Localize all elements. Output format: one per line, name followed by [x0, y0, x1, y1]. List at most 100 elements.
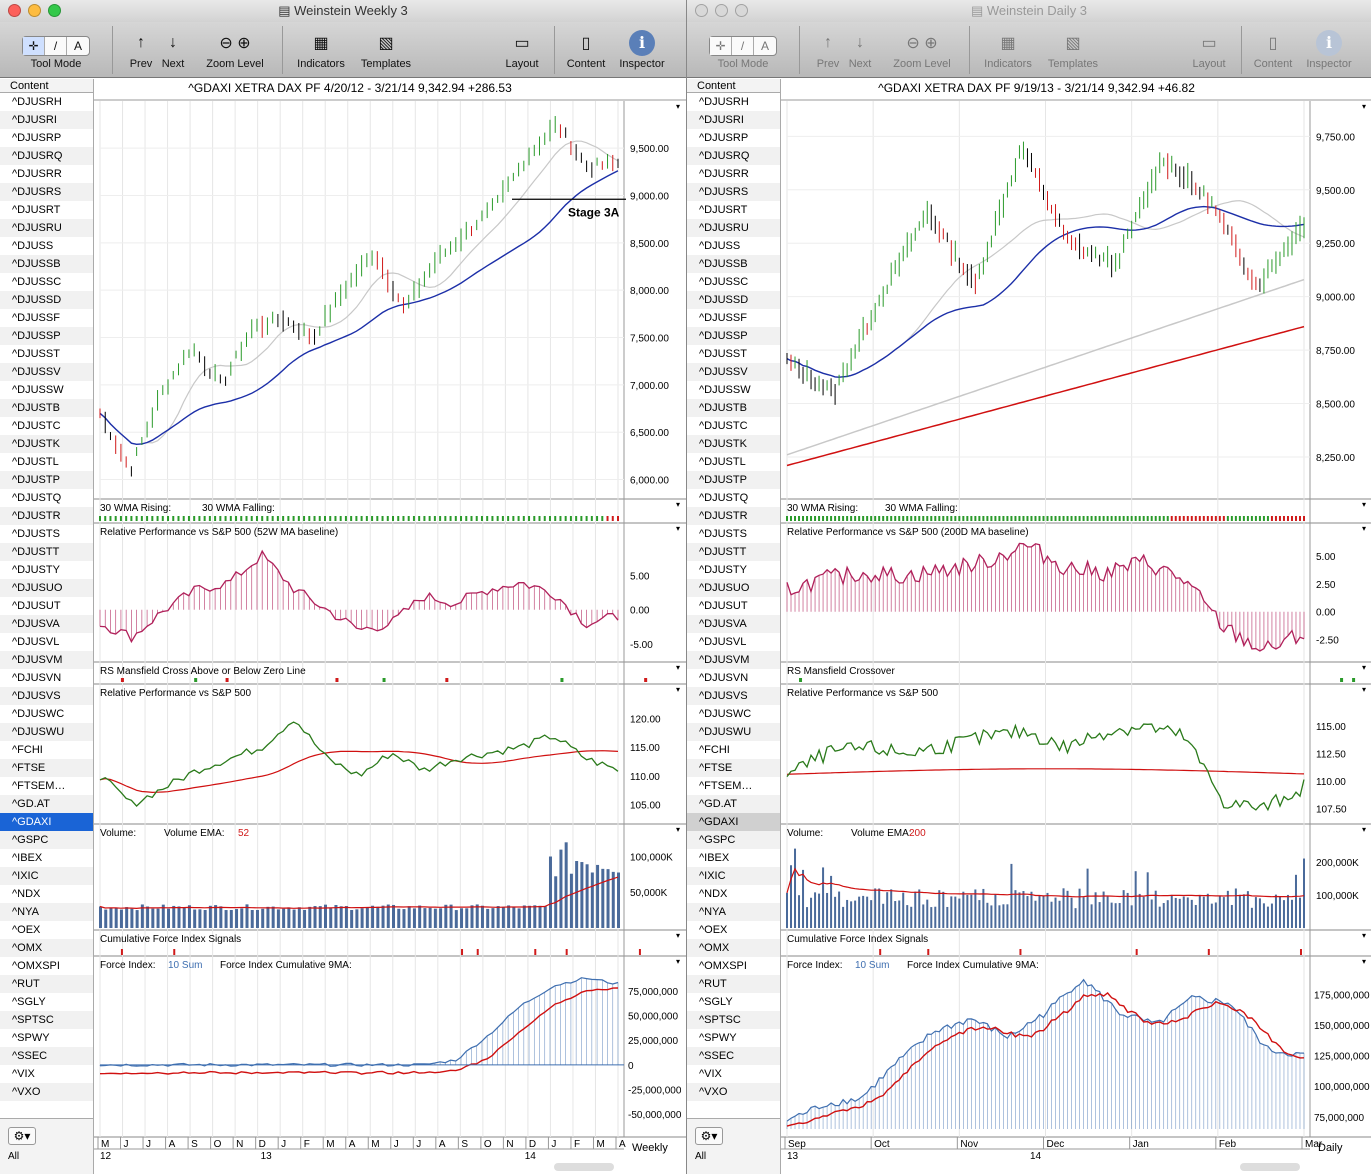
- sidebar-item-djusri[interactable]: ^DJUSRI: [687, 111, 780, 129]
- sidebar-item-djusrh[interactable]: ^DJUSRH: [699, 96, 749, 108]
- sidebar-item-djusvl[interactable]: ^DJUSVL: [12, 636, 60, 648]
- sidebar-item-djusvl[interactable]: ^DJUSVL: [699, 636, 747, 648]
- indicators-button[interactable]: ▦ Indicators: [292, 28, 350, 70]
- sidebar-item-djussb[interactable]: ^DJUSSB: [0, 255, 93, 273]
- sidebar-item-djusrr[interactable]: ^DJUSRR: [12, 168, 62, 180]
- sidebar-item-ndx[interactable]: ^NDX: [12, 888, 41, 900]
- sidebar-item-djustt[interactable]: ^DJUSTT: [0, 543, 93, 561]
- window-titlebar[interactable]: ▤ Weinstein Weekly 3: [0, 0, 686, 22]
- sidebar-item-gdat[interactable]: ^GD.AT: [0, 795, 93, 813]
- sidebar-item-oex[interactable]: ^OEX: [12, 924, 41, 936]
- prev-button[interactable]: ↑ Prev: [124, 28, 158, 70]
- chart-svg[interactable]: ^GDAXI XETRA DAX PF 9/19/13 - 3/21/14 9,…: [781, 79, 1371, 1174]
- sidebar-item-gspc[interactable]: ^GSPC: [0, 831, 93, 849]
- layout-button[interactable]: ▭ Layout: [1185, 28, 1233, 70]
- sidebar-item-djustq[interactable]: ^DJUSTQ: [699, 492, 749, 504]
- minimize-button[interactable]: [715, 4, 728, 17]
- all-filter[interactable]: All: [8, 1151, 20, 1162]
- pointer-tool-icon[interactable]: ✛: [710, 36, 732, 55]
- sidebar-item-gspc[interactable]: ^GSPC: [687, 831, 780, 849]
- sidebar-item-ftse[interactable]: ^FTSE: [687, 759, 780, 777]
- indicators-button[interactable]: ▦ Indicators: [979, 28, 1037, 70]
- sidebar-item-djussp[interactable]: ^DJUSSP: [687, 327, 780, 345]
- sidebar-item-djusvs[interactable]: ^DJUSVS: [0, 687, 93, 705]
- sidebar-item-vxo[interactable]: ^VXO: [0, 1083, 93, 1101]
- sidebar-item-spwy[interactable]: ^SPWY: [699, 1032, 737, 1044]
- sidebar-item-djustl[interactable]: ^DJUSTL: [699, 456, 746, 468]
- panel-menu-icon[interactable]: ▾: [676, 685, 680, 694]
- horizontal-scrollbar[interactable]: [1240, 1163, 1300, 1171]
- sidebar-item-spwy[interactable]: ^SPWY: [12, 1032, 50, 1044]
- period-label[interactable]: Weekly: [632, 1142, 668, 1154]
- sidebar-item-omx[interactable]: ^OMX: [0, 939, 93, 957]
- sidebar-item-djusru[interactable]: ^DJUSRU: [687, 219, 780, 237]
- sidebar-item-djuswu[interactable]: ^DJUSWU: [0, 723, 93, 741]
- layout-button[interactable]: ▭ Layout: [498, 28, 546, 70]
- sidebar-item-djusru[interactable]: ^DJUSRU: [0, 219, 93, 237]
- text-tool-icon[interactable]: A: [760, 38, 769, 53]
- sidebar-item-ssec[interactable]: ^SSEC: [0, 1047, 93, 1065]
- sidebar-item-sgly[interactable]: ^SGLY: [699, 996, 733, 1008]
- sidebar-item-djussw[interactable]: ^DJUSSW: [12, 384, 64, 396]
- sidebar-item-djussd[interactable]: ^DJUSSD: [687, 291, 780, 309]
- sidebar-item-djusst[interactable]: ^DJUSST: [699, 348, 747, 360]
- sidebar-item-djusvm[interactable]: ^DJUSVM: [687, 651, 780, 669]
- sidebar-item-djustr[interactable]: ^DJUSTR: [687, 507, 780, 525]
- sidebar-item-nya[interactable]: ^NYA: [687, 903, 780, 921]
- chart-svg[interactable]: ^GDAXI XETRA DAX PF 4/20/12 - 3/21/14 9,…: [94, 79, 686, 1174]
- sidebar-item-djusrq[interactable]: ^DJUSRQ: [0, 147, 93, 165]
- sidebar-item-djusvs[interactable]: ^DJUSVS: [687, 687, 780, 705]
- sidebar-item-djusrt[interactable]: ^DJUSRT: [699, 204, 748, 216]
- chart-area[interactable]: ^GDAXI XETRA DAX PF 4/20/12 - 3/21/14 9,…: [94, 79, 686, 1174]
- content-button[interactable]: ▯ Content: [1249, 28, 1297, 70]
- panel-menu-icon[interactable]: ▾: [676, 957, 680, 966]
- sidebar-item-djustc[interactable]: ^DJUSTC: [12, 420, 61, 432]
- sidebar-item-djusrq[interactable]: ^DJUSRQ: [687, 147, 780, 165]
- panel-menu-icon[interactable]: ▾: [1362, 500, 1366, 509]
- sidebar-item-djussv[interactable]: ^DJUSSV: [687, 363, 780, 381]
- sidebar-item-rut[interactable]: ^RUT: [0, 975, 93, 993]
- panel-menu-icon[interactable]: ▾: [676, 500, 680, 509]
- sidebar-item-ixic[interactable]: ^IXIC: [0, 867, 93, 885]
- panel-menu-icon[interactable]: ▾: [676, 663, 680, 672]
- pointer-tool-icon[interactable]: ✛: [23, 36, 45, 55]
- sidebar-item-djustp[interactable]: ^DJUSTP: [687, 471, 780, 489]
- close-button[interactable]: [8, 4, 21, 17]
- prev-button[interactable]: ↑ Prev: [811, 28, 845, 70]
- sidebar-item-djustb[interactable]: ^DJUSTB: [0, 399, 93, 417]
- sidebar-item-ibex[interactable]: ^IBEX: [12, 852, 43, 864]
- sidebar-item-ssec[interactable]: ^SSEC: [687, 1047, 780, 1065]
- panel-menu-icon[interactable]: ▾: [1362, 957, 1366, 966]
- symbol-list[interactable]: ^DJUSRH ^DJUSRI ^DJUSRP ^DJUSRQ ^DJUSRR ^DJUS…: [687, 93, 780, 1118]
- sidebar-item-omxspi[interactable]: ^OMXSPI: [12, 960, 60, 972]
- sidebar-item-gdaxi[interactable]: ^GDAXI: [687, 813, 780, 831]
- zoom-button[interactable]: [48, 4, 61, 17]
- all-filter[interactable]: All: [695, 1151, 707, 1162]
- sidebar-item-nya[interactable]: ^NYA: [0, 903, 93, 921]
- sidebar-item-ndx[interactable]: ^NDX: [699, 888, 728, 900]
- sidebar-item-djussb[interactable]: ^DJUSSB: [687, 255, 780, 273]
- sidebar-item-djustt[interactable]: ^DJUSTT: [687, 543, 780, 561]
- gear-icon[interactable]: ⚙▾: [8, 1127, 36, 1145]
- sidebar-item-djustp[interactable]: ^DJUSTP: [0, 471, 93, 489]
- sidebar-item-djussc[interactable]: ^DJUSSC: [12, 276, 62, 288]
- sidebar-item-vxo[interactable]: ^VXO: [687, 1083, 780, 1101]
- sidebar-item-fchi[interactable]: ^FCHI: [12, 744, 43, 756]
- templates-button[interactable]: ▧ Templates: [356, 28, 416, 70]
- line-tool-icon[interactable]: /: [45, 36, 67, 55]
- sidebar-item-djustc[interactable]: ^DJUSTC: [699, 420, 748, 432]
- sidebar-item-djusst[interactable]: ^DJUSST: [12, 348, 60, 360]
- sidebar-item-djussv[interactable]: ^DJUSSV: [0, 363, 93, 381]
- sidebar-item-djusty[interactable]: ^DJUSTY: [12, 564, 60, 576]
- minimize-button[interactable]: [28, 4, 41, 17]
- sidebar-item-djussd[interactable]: ^DJUSSD: [0, 291, 93, 309]
- zoom-level-control[interactable]: ⊖ ⊕ Zoom Level: [887, 28, 957, 70]
- sidebar-item-vix[interactable]: ^VIX: [699, 1068, 722, 1080]
- sidebar-item-sgly[interactable]: ^SGLY: [12, 996, 46, 1008]
- panel-menu-icon[interactable]: ▾: [676, 102, 680, 111]
- panel-menu-icon[interactable]: ▾: [676, 825, 680, 834]
- sidebar-item-djussf[interactable]: ^DJUSSF: [699, 312, 747, 324]
- sidebar-item-ibex[interactable]: ^IBEX: [699, 852, 730, 864]
- sidebar-item-djustk[interactable]: ^DJUSTK: [0, 435, 93, 453]
- tool-mode-control[interactable]: ✛ / A Tool Mode: [701, 28, 785, 70]
